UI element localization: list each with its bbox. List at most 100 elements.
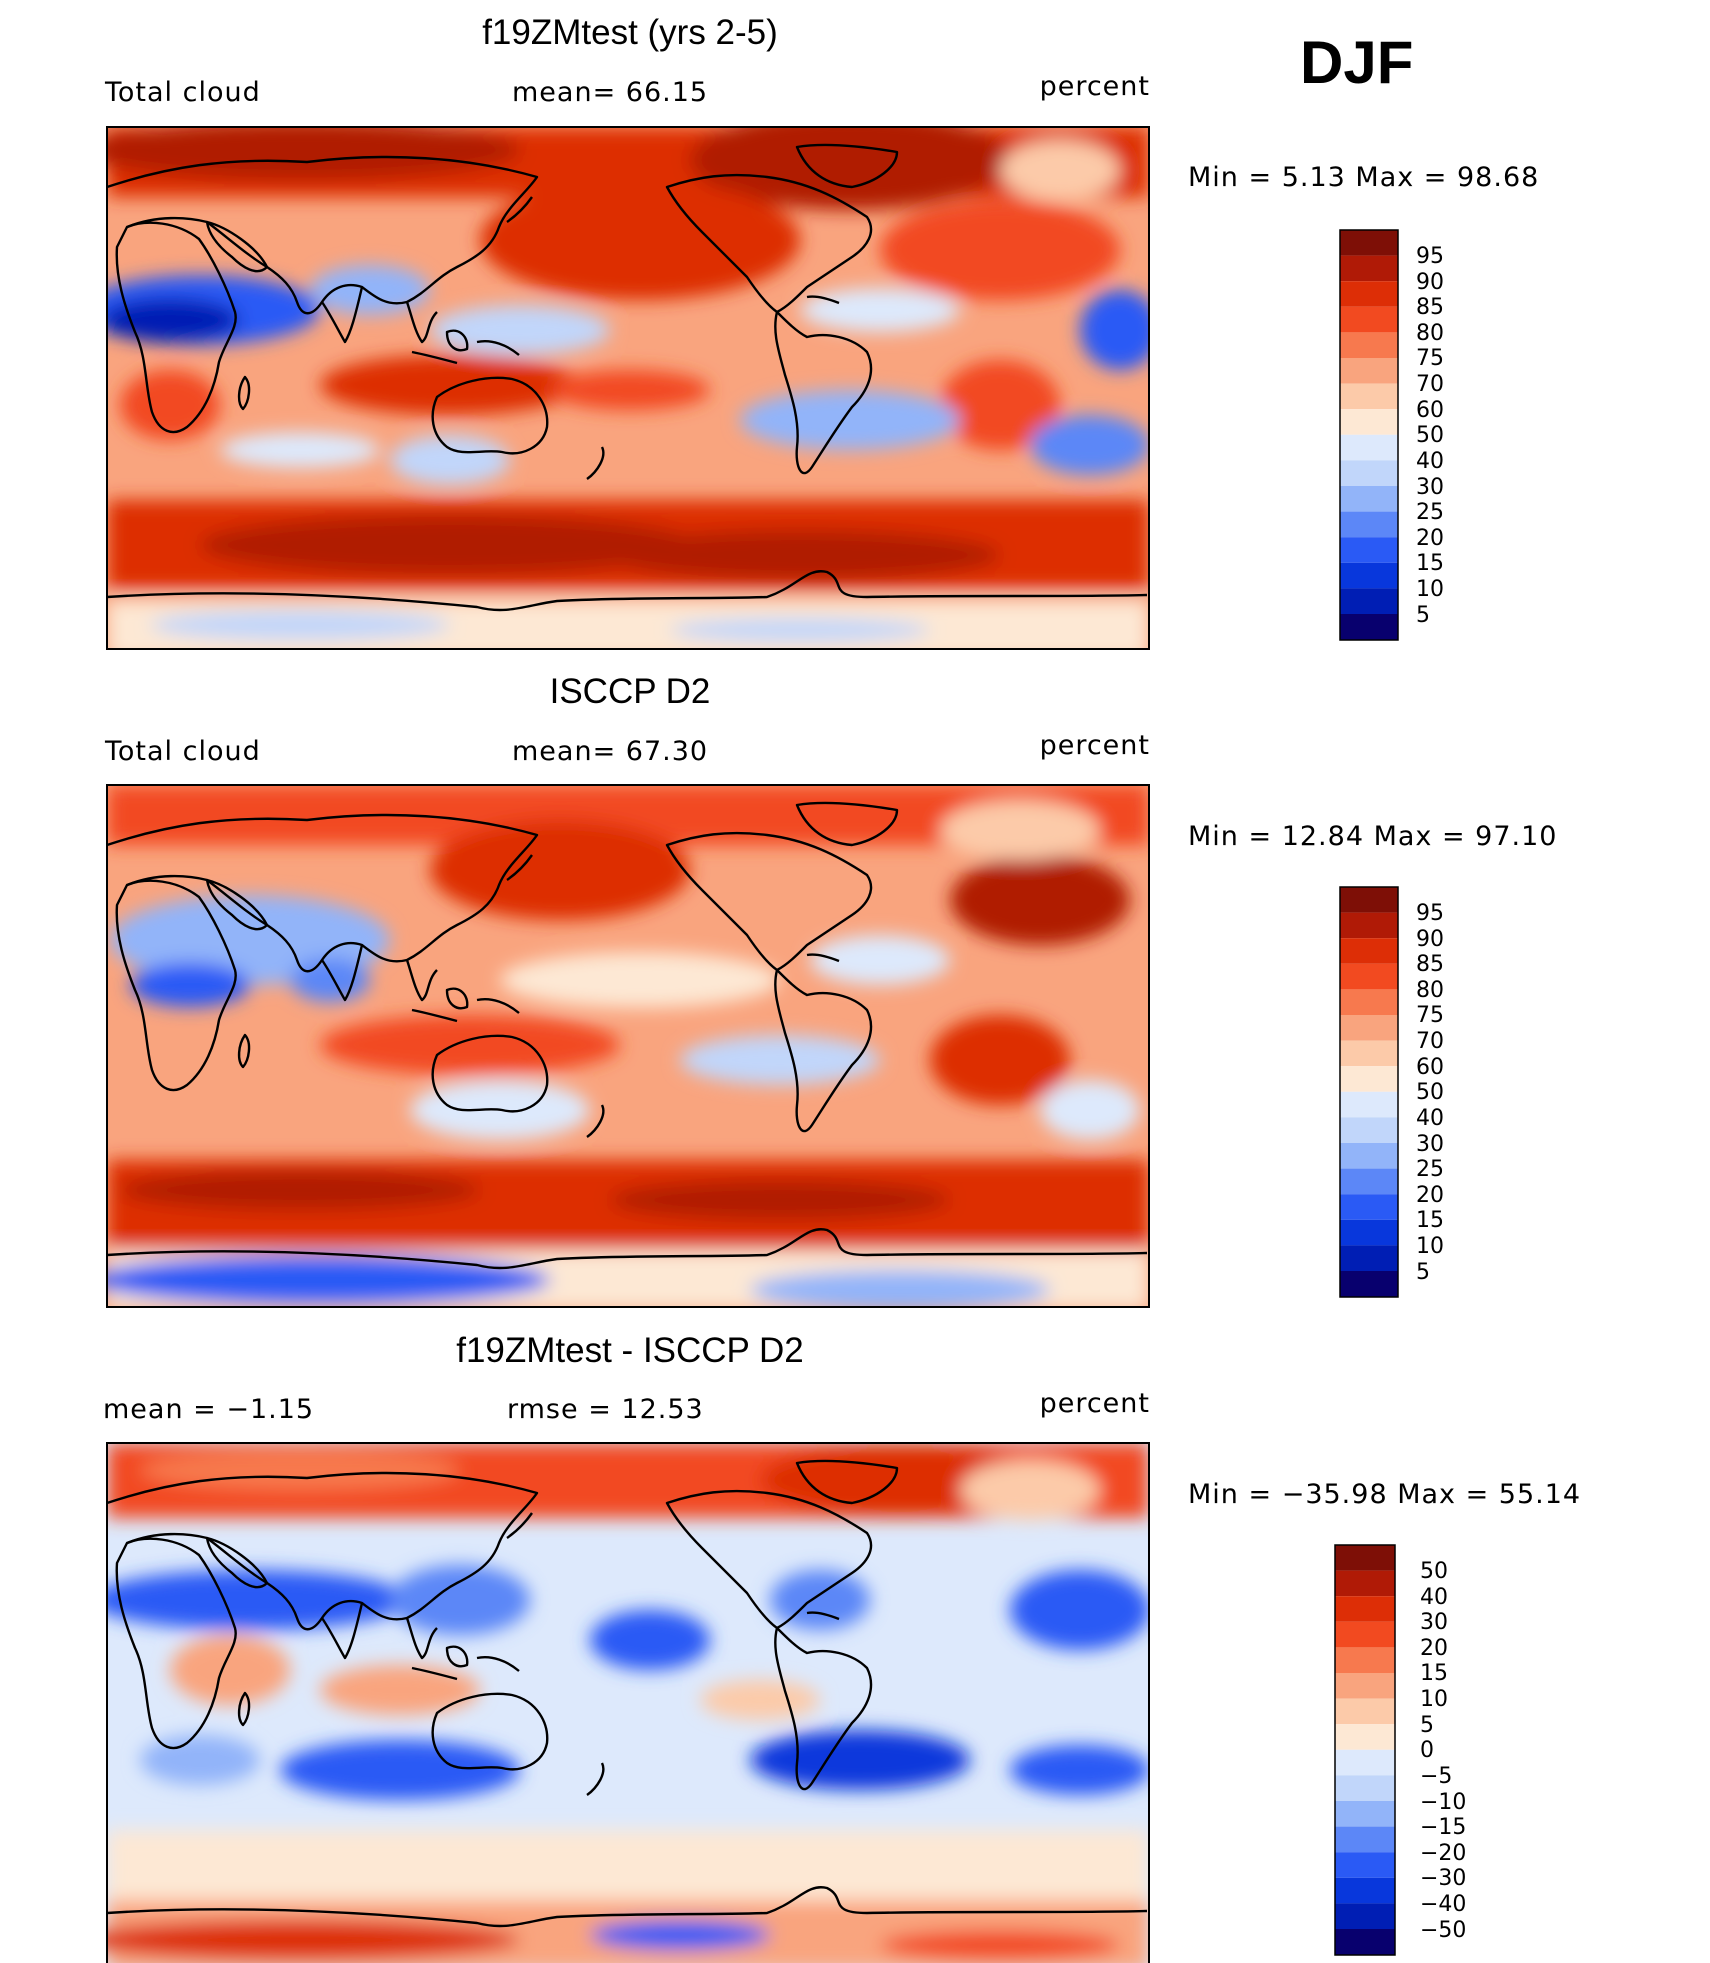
min-max-label: Min = 5.13 Max = 98.68 — [1188, 162, 1539, 193]
units-label: percent — [1040, 1388, 1150, 1419]
colorbar-tick: 90 — [1416, 927, 1444, 952]
colorbar-swatch — [1340, 486, 1398, 512]
colorbar-tick: 70 — [1416, 372, 1444, 397]
colorbar-tick: −50 — [1420, 1918, 1466, 1943]
colorbar-swatch — [1340, 1219, 1398, 1246]
min-max-label: Min = 12.84 Max = 97.10 — [1188, 821, 1557, 852]
colorbar-tick: 30 — [1420, 1610, 1448, 1635]
colorbar-tick: −5 — [1420, 1764, 1452, 1789]
colorbar-swatch — [1340, 1271, 1398, 1297]
colorbar-tick: 40 — [1416, 449, 1444, 474]
colorbar-swatch — [1340, 281, 1398, 307]
colorbar-tick: 15 — [1416, 551, 1444, 576]
colorbar-swatch — [1340, 887, 1398, 913]
colorbar-tick: 75 — [1416, 1003, 1444, 1028]
colorbar-tick: −30 — [1420, 1866, 1466, 1891]
colorbar-swatch — [1335, 1570, 1395, 1597]
colorbar-swatch — [1340, 1117, 1398, 1143]
colorbar-swatch — [1340, 989, 1398, 1015]
colorbar-swatch — [1340, 1194, 1398, 1220]
colorbar-swatch — [1340, 434, 1398, 461]
mean-label: mean = −1.15 — [103, 1394, 314, 1425]
colorbar-tick: 50 — [1416, 1080, 1444, 1105]
map-field — [107, 785, 1149, 1307]
mean-label: mean= 67.30 — [512, 736, 708, 767]
colorbar-swatch — [1340, 230, 1398, 256]
colorbar-swatch — [1340, 332, 1398, 358]
colorbar-tick: 5 — [1416, 1260, 1430, 1285]
colorbar-tick: −20 — [1420, 1841, 1466, 1866]
colorbar-swatch — [1335, 1929, 1395, 1955]
colorbar-swatch — [1340, 511, 1398, 538]
colorbar-swatch — [1340, 383, 1398, 410]
map-field — [107, 127, 1149, 649]
colorbar-tick: 5 — [1420, 1713, 1434, 1738]
colorbar-swatch — [1340, 306, 1398, 333]
colorbar-swatch — [1340, 1015, 1398, 1041]
colorbar-swatch — [1340, 588, 1398, 614]
colorbar-swatch — [1340, 460, 1398, 486]
colorbar-tick: 20 — [1420, 1636, 1448, 1661]
colorbar-swatch — [1340, 963, 1398, 990]
colorbar-tick: 30 — [1416, 1132, 1444, 1157]
season-label: DJF — [1300, 29, 1413, 96]
min-max-label: Min = −35.98 Max = 55.14 — [1188, 1479, 1581, 1510]
colorbar-swatch — [1335, 1621, 1395, 1648]
colorbar-swatch — [1340, 912, 1398, 939]
colorbar-swatch — [1335, 1647, 1395, 1673]
colorbar-tick: 60 — [1416, 398, 1444, 423]
panel-title: ISCCP D2 — [550, 672, 711, 711]
colorbar-swatch — [1340, 537, 1398, 563]
colorbar-tick: 85 — [1416, 295, 1444, 320]
colorbar-swatch — [1335, 1852, 1395, 1878]
colorbar-tick: 20 — [1416, 1183, 1444, 1208]
colorbar-swatch — [1340, 409, 1398, 435]
colorbar-swatch — [1335, 1877, 1395, 1904]
map-frame — [106, 784, 1150, 1308]
colorbar-swatch — [1340, 614, 1398, 640]
colorbar-swatch — [1340, 255, 1398, 282]
colorbar-swatch — [1335, 1545, 1395, 1571]
colorbar-swatch — [1340, 1066, 1398, 1092]
colorbar-swatch — [1335, 1801, 1395, 1827]
colorbar-tick: 50 — [1416, 423, 1444, 448]
colorbar-tick: 95 — [1416, 901, 1444, 926]
colorbar-swatch — [1335, 1749, 1395, 1776]
colorbar-swatch — [1335, 1596, 1395, 1622]
colorbar-tick: 20 — [1416, 526, 1444, 551]
colorbar-tick: 10 — [1416, 1234, 1444, 1259]
colorbar-tick: 0 — [1420, 1738, 1434, 1763]
colorbar-swatch — [1335, 1775, 1395, 1801]
units-label: percent — [1040, 730, 1150, 761]
colorbar-tick: 85 — [1416, 952, 1444, 977]
map-field — [107, 1443, 1149, 1963]
colorbar-swatch — [1335, 1826, 1395, 1853]
map-frame — [106, 126, 1150, 650]
colorbar-tick: 5 — [1416, 603, 1430, 628]
colorbar-tick: 95 — [1416, 244, 1444, 269]
colorbar-tick: 40 — [1416, 1106, 1444, 1131]
map-frame — [106, 1442, 1150, 1963]
colorbar-tick: 50 — [1420, 1559, 1448, 1584]
colorbar-tick: 15 — [1420, 1661, 1448, 1686]
panel-title: f19ZMtest (yrs 2-5) — [482, 13, 778, 52]
colorbar-tick: 30 — [1416, 475, 1444, 500]
colorbar-swatch — [1340, 562, 1398, 589]
colorbar-tick: 80 — [1416, 978, 1444, 1003]
colorbar-swatch — [1340, 1091, 1398, 1118]
colorbar-tick: −15 — [1420, 1815, 1466, 1840]
colorbar-tick: 15 — [1416, 1208, 1444, 1233]
colorbar-swatch — [1340, 1245, 1398, 1271]
colorbar-swatch — [1340, 1040, 1398, 1067]
colorbar-swatch — [1335, 1673, 1395, 1699]
colorbar-swatch — [1340, 1143, 1398, 1169]
colorbar: 95 90 85 80 75 70 60 50 40 30 25 20 15 1… — [1339, 886, 1444, 1298]
colorbar-tick: 10 — [1420, 1687, 1448, 1712]
colorbar: 95 90 85 80 75 70 60 50 40 30 25 20 15 1… — [1339, 229, 1444, 641]
colorbar-swatch — [1335, 1698, 1395, 1725]
colorbar-tick: 25 — [1416, 500, 1444, 525]
colorbar-tick: −40 — [1420, 1892, 1466, 1917]
colorbar-tick: 10 — [1416, 577, 1444, 602]
colorbar-swatch — [1335, 1903, 1395, 1929]
